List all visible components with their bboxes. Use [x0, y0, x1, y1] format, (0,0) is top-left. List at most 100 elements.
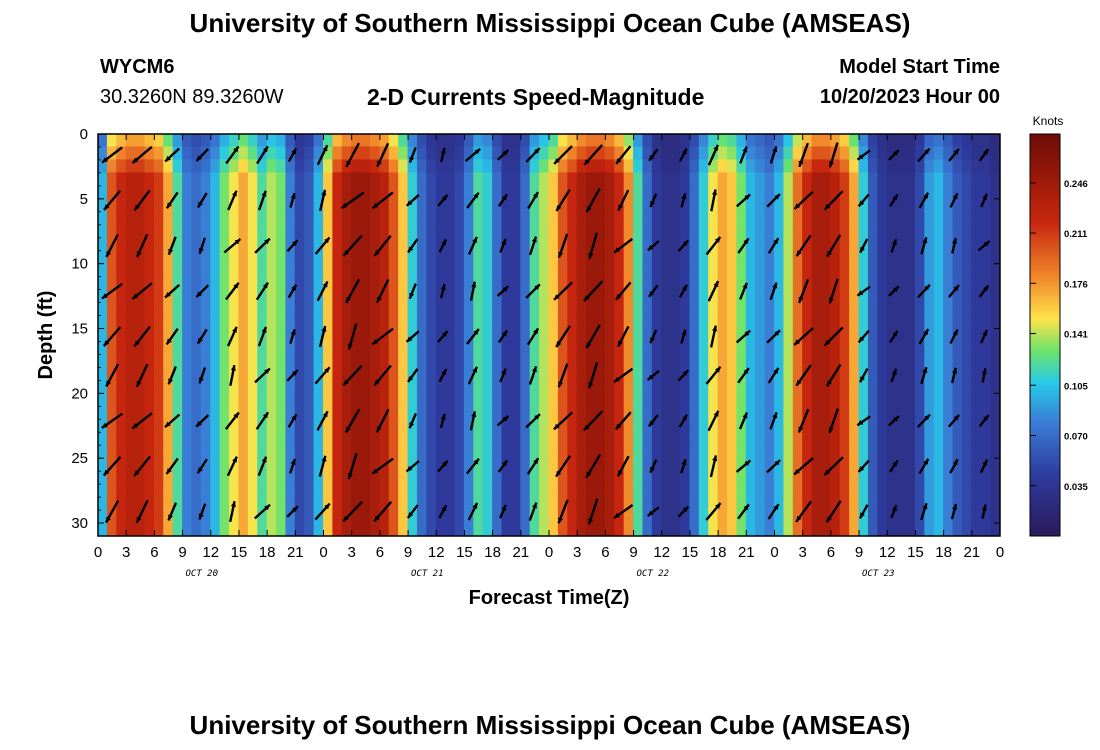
heat-cell	[802, 444, 813, 459]
heat-cell	[435, 250, 447, 265]
heat-cell	[914, 211, 926, 226]
heat-cell	[313, 302, 325, 317]
heat-cell	[698, 237, 710, 252]
heat-cell	[106, 159, 118, 174]
heat-cell	[294, 366, 306, 382]
heat-cell	[689, 276, 701, 291]
heat-cell	[219, 224, 231, 239]
heat-cell	[698, 276, 710, 291]
heat-cell	[369, 509, 381, 524]
heat-cell	[689, 134, 701, 148]
heat-cell	[858, 172, 870, 187]
heat-cell	[745, 211, 757, 226]
heat-cell	[651, 522, 663, 536]
heat-cell	[153, 276, 165, 291]
heat-cell	[416, 353, 428, 369]
heat-cell	[257, 418, 268, 433]
heat-cell	[276, 366, 287, 382]
heat-cell	[924, 353, 935, 369]
heat-cell	[764, 159, 776, 174]
heat-cell	[952, 353, 964, 369]
heat-cell	[304, 405, 315, 420]
heat-cell	[914, 379, 926, 395]
heat-cell	[820, 366, 832, 382]
heat-cell	[886, 418, 898, 433]
heat-cell	[661, 522, 672, 536]
heat-cell	[990, 353, 1000, 369]
heat-cell	[379, 289, 390, 304]
heat-cell	[144, 224, 156, 239]
vector-arrowhead	[321, 455, 327, 462]
vector-arrowhead	[347, 343, 353, 350]
heat-cell	[604, 340, 616, 356]
heat-cell	[210, 418, 221, 433]
heat-cell	[604, 289, 616, 304]
vector-arrowhead	[650, 200, 655, 207]
heat-cell	[764, 315, 776, 330]
heat-cell	[708, 405, 719, 420]
heat-cell	[454, 302, 466, 317]
heat-cell	[369, 457, 381, 472]
heat-cell	[463, 470, 475, 485]
heat-cell	[435, 328, 447, 343]
heat-cell	[276, 457, 287, 472]
heat-cell	[135, 366, 146, 382]
heat-cell	[567, 418, 578, 433]
heat-cell	[680, 431, 691, 446]
heat-cell	[398, 405, 409, 420]
heat-cell	[717, 366, 729, 382]
heat-cell	[492, 496, 503, 511]
heat-cell	[106, 302, 118, 317]
heat-cell	[680, 276, 691, 291]
heat-cell	[153, 405, 165, 420]
heat-cell	[276, 522, 287, 536]
heat-cell	[153, 509, 165, 524]
heat-cell	[398, 146, 409, 161]
heat-cell	[266, 470, 278, 485]
heat-cell	[229, 366, 240, 382]
heat-cell	[313, 328, 325, 343]
heat-cell	[867, 353, 879, 369]
heat-cell	[153, 470, 165, 485]
heat-cell	[445, 198, 456, 213]
heat-cell	[501, 470, 513, 485]
heat-cell	[454, 444, 466, 459]
heat-cell	[792, 289, 804, 304]
vector-arrowhead	[857, 420, 864, 426]
vector-arrowhead	[583, 295, 590, 302]
heat-cell	[755, 250, 766, 265]
heat-cell	[717, 457, 729, 472]
vector-arrowhead	[441, 369, 447, 376]
heat-cell	[839, 250, 851, 265]
heat-cell	[604, 250, 616, 265]
heat-cell	[792, 470, 804, 485]
heat-cell	[567, 289, 578, 304]
heat-cell	[839, 340, 851, 356]
heat-cell	[633, 315, 644, 330]
heat-cell	[398, 302, 409, 317]
heat-cell	[379, 263, 390, 278]
heat-cell	[717, 496, 729, 511]
vector-arrowhead	[858, 336, 865, 343]
heat-cell	[473, 509, 484, 524]
heat-cell	[163, 470, 174, 485]
heat-cell	[708, 289, 719, 304]
heat-cell	[745, 159, 757, 174]
heat-cell	[379, 431, 390, 446]
heat-cell	[651, 134, 663, 148]
heat-cell	[661, 470, 672, 485]
heat-cell	[153, 263, 165, 278]
heat-cell	[943, 250, 954, 265]
heat-cell	[755, 289, 766, 304]
heat-cell	[548, 418, 560, 433]
vector-arrowhead	[558, 251, 564, 258]
heat-cell	[727, 134, 738, 148]
heat-cell	[961, 470, 973, 485]
heat-cell	[229, 328, 240, 343]
heat-cell	[351, 431, 362, 446]
heat-cell	[332, 224, 343, 239]
heat-cell	[200, 509, 212, 524]
heat-cell	[642, 496, 654, 511]
heat-cell	[745, 263, 757, 278]
heat-cell	[332, 185, 343, 200]
